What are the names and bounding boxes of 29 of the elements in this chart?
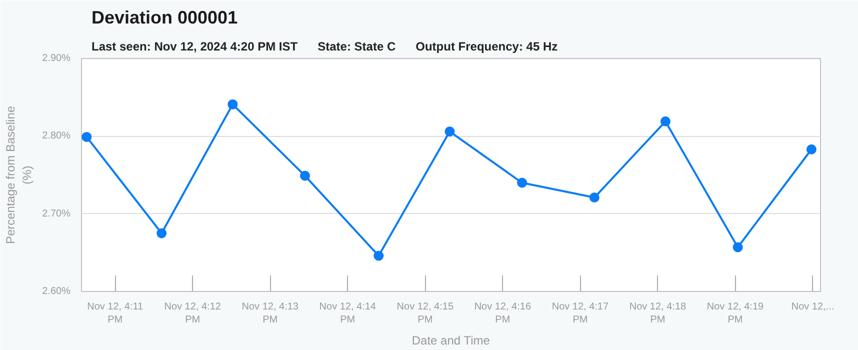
x-tick-label: Nov 12, 4:12 PM (164, 302, 222, 326)
point (156, 228, 167, 238)
point (300, 170, 310, 181)
x-tick-label: Nov 12, 4:18 PM (629, 302, 687, 326)
x-tick-label: Nov 12, 4:13 PM (242, 302, 299, 326)
point (660, 116, 670, 126)
point (444, 126, 455, 136)
x-tick-label: Nov 12, 4:11 PM (87, 302, 144, 326)
x-tick-label: Nov 12, 4:16 PM (474, 302, 532, 326)
point (732, 242, 743, 252)
y-tick-label: 2.60% (42, 286, 71, 297)
x-axis-title: Date and Time (412, 334, 490, 348)
y-tick-label: 2.90% (42, 53, 71, 64)
x-tick-label: Nov 12, 4:14 PM (319, 302, 376, 326)
point (806, 144, 816, 154)
chart-title: Deviation 000001 (92, 8, 238, 28)
point (82, 132, 92, 142)
point (228, 99, 238, 110)
y-tick-label: 2.70% (42, 208, 71, 220)
chart-subtitle: Last seen: Nov 12, 2024 4:20 PM IST State: State C Output Frequency: 45 Hz (92, 40, 558, 54)
point (517, 178, 528, 188)
x-tick-label: Nov 12, 4:19 PM (706, 302, 764, 326)
x-tick-label: Nov 12, 4:15 PM (396, 302, 454, 326)
point (589, 192, 600, 203)
point (374, 250, 384, 261)
x-tick-label: Nov 12,... (791, 302, 834, 312)
y-axis-title: Percentage from Baseline (%) (3, 106, 34, 244)
y-tick-label: 2.80% (42, 130, 71, 142)
x-tick-label: Nov 12, 4:17 PM (552, 302, 609, 326)
